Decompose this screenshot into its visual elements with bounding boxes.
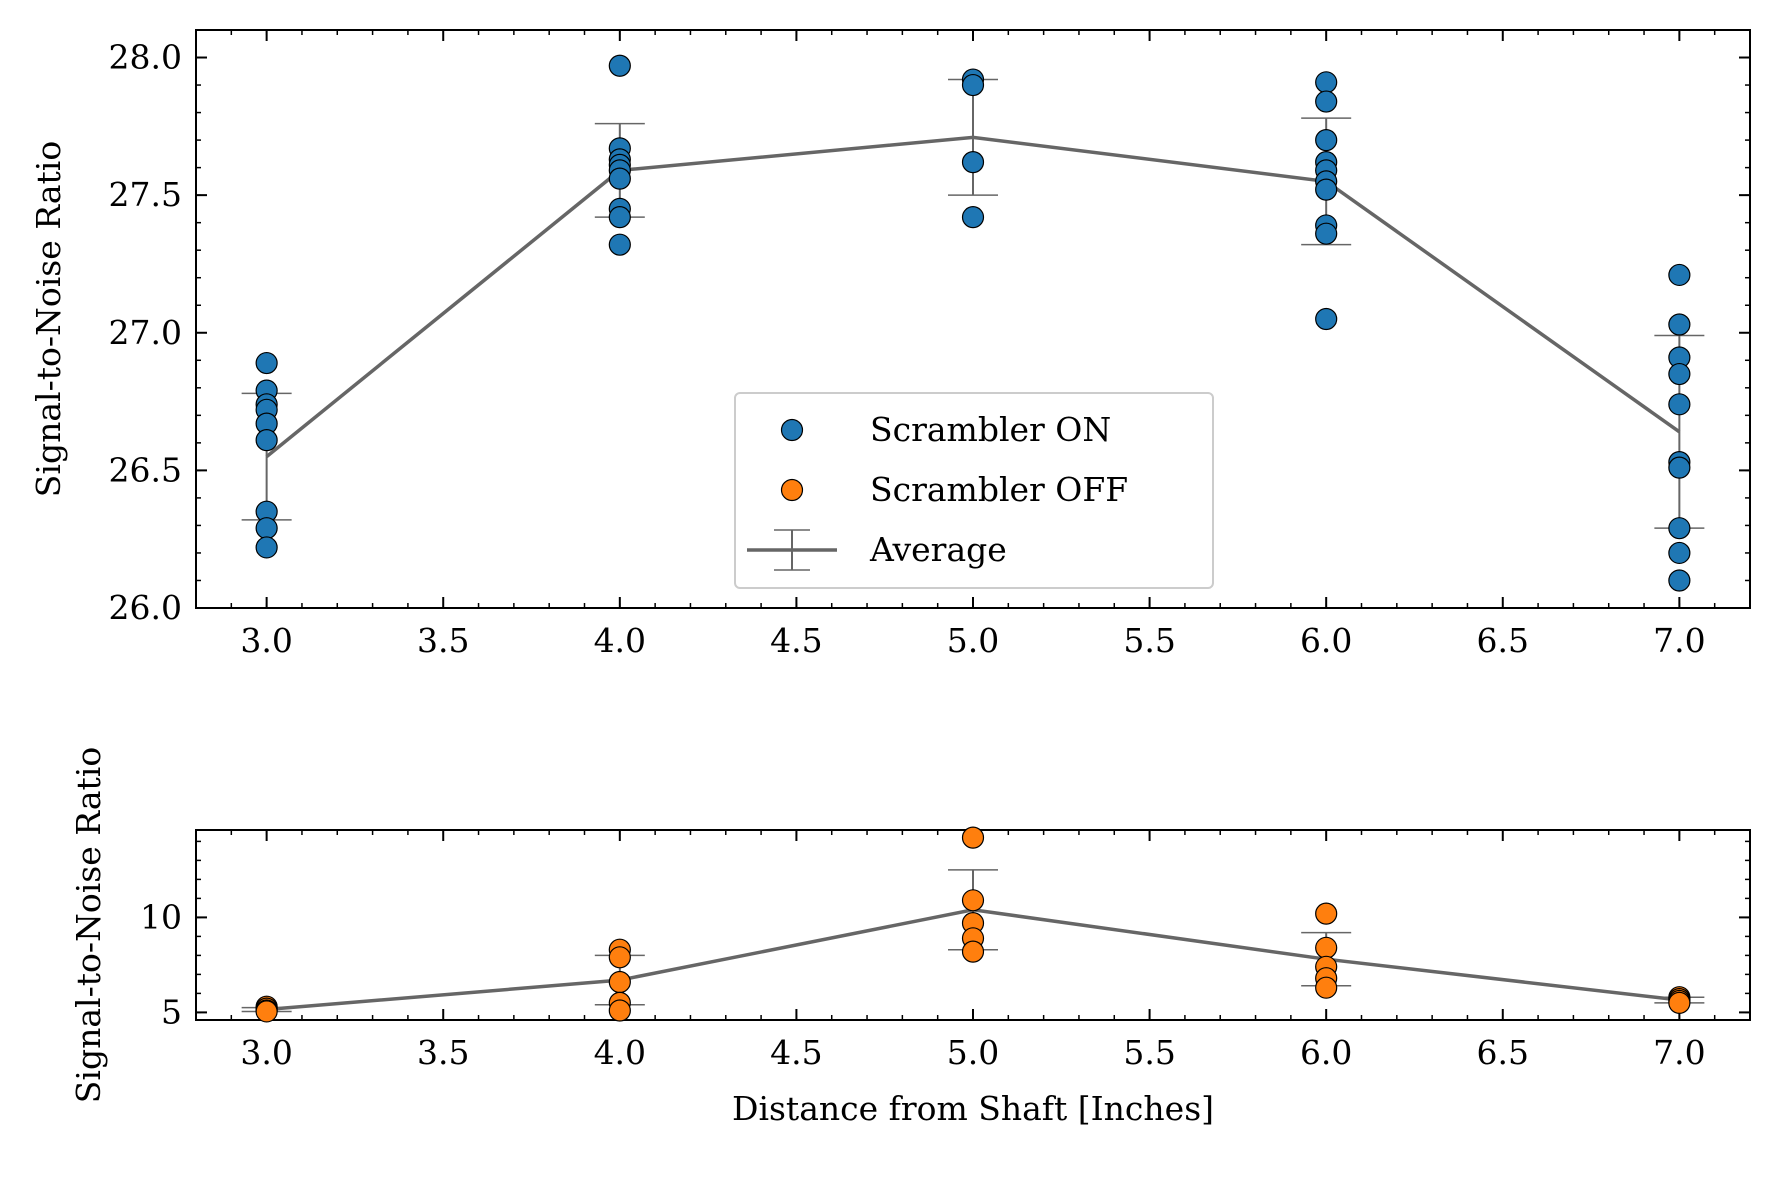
data-point — [608, 233, 631, 256]
x-tick-label: 3.5 — [417, 621, 469, 660]
data-point — [255, 517, 278, 540]
y-tick-label: 27.5 — [109, 175, 182, 214]
x-tick-label: 5.5 — [1123, 1033, 1175, 1072]
data-point — [1315, 71, 1338, 94]
data-point — [1315, 902, 1338, 925]
y-tick-label: 26.0 — [109, 588, 182, 627]
x-tick-label: 5.0 — [947, 1033, 999, 1072]
x-tick-label: 3.0 — [240, 621, 292, 660]
x-tick-label: 5.5 — [1123, 621, 1175, 660]
data-point — [1315, 976, 1338, 999]
data-point — [1668, 263, 1691, 287]
data-point — [608, 54, 631, 77]
data-point — [961, 889, 985, 912]
data-point — [1668, 541, 1691, 565]
data-point — [1315, 128, 1338, 152]
y-tick-label: 5 — [161, 992, 182, 1031]
legend: Scrambler ON Scrambler OFF Average — [734, 392, 1214, 589]
x-tick-label: 6.5 — [1477, 1033, 1529, 1072]
data-point — [961, 940, 985, 963]
legend-label: Scrambler ON — [870, 410, 1111, 449]
data-point — [1315, 90, 1338, 113]
data-point — [1668, 456, 1691, 479]
data-point — [608, 206, 631, 229]
x-tick-label: 6.0 — [1300, 621, 1352, 660]
data-point — [608, 946, 631, 969]
data-point — [255, 351, 278, 375]
x-tick-label: 4.0 — [594, 621, 646, 660]
data-point — [1668, 569, 1691, 592]
legend-label: Average — [869, 530, 1007, 569]
y-tick-label: 28.0 — [109, 38, 182, 77]
bottom-panel: 3.0 3.5 4.0 4.5 5.0 5.5 6.0 6.5 7.0 5 10 Signal-to-… — [69, 747, 1751, 1128]
data-point — [608, 970, 631, 994]
data-point — [1668, 991, 1691, 1015]
data-point — [255, 1000, 278, 1023]
top-panel: 3.0 3.5 4.0 4.5 5.0 5.5 6.0 6.5 7.0 26.0 26.5 27.0 2… — [29, 29, 1751, 660]
legend-marker — [780, 478, 804, 502]
data-point — [1668, 362, 1691, 386]
y-tick-label: 27.0 — [109, 313, 182, 352]
x-tick-label: 3.0 — [240, 1033, 292, 1072]
data-point — [1315, 307, 1338, 331]
data-point — [1315, 178, 1338, 201]
data-point — [608, 999, 631, 1022]
data-point — [1315, 936, 1338, 959]
data-point — [1668, 393, 1691, 416]
data-point — [961, 206, 985, 229]
x-tick-label: 3.5 — [417, 1033, 469, 1072]
data-point — [1668, 313, 1691, 336]
x-tick-label: 5.0 — [947, 621, 999, 660]
y-tick-label: 26.5 — [109, 450, 182, 489]
data-point — [255, 536, 278, 559]
y-axis-label: Signal-to-Noise Ratio — [29, 141, 68, 497]
x-tick-label: 4.5 — [770, 1033, 822, 1072]
data-point — [255, 429, 278, 452]
x-tick-label: 4.5 — [770, 621, 822, 660]
x-tick-label: 7.0 — [1653, 1033, 1705, 1072]
x-tick-label: 7.0 — [1653, 621, 1705, 660]
legend-box — [734, 392, 1214, 589]
y-axis-label: Signal-to-Noise Ratio — [69, 747, 108, 1103]
y-tick-label: 10 — [140, 897, 182, 936]
x-tick-label: 6.5 — [1477, 621, 1529, 660]
data-point — [1315, 222, 1338, 245]
data-point — [961, 826, 985, 849]
data-point — [961, 73, 985, 97]
x-tick-label: 4.0 — [594, 1033, 646, 1072]
x-tick-label: 6.0 — [1300, 1033, 1352, 1072]
legend-marker — [780, 418, 804, 442]
legend-label: Scrambler OFF — [870, 470, 1128, 509]
data-point — [961, 151, 985, 174]
data-point — [1668, 517, 1691, 540]
x-axis-label: Distance from Shaft [Inches] — [732, 1089, 1214, 1128]
data-point — [608, 167, 631, 190]
